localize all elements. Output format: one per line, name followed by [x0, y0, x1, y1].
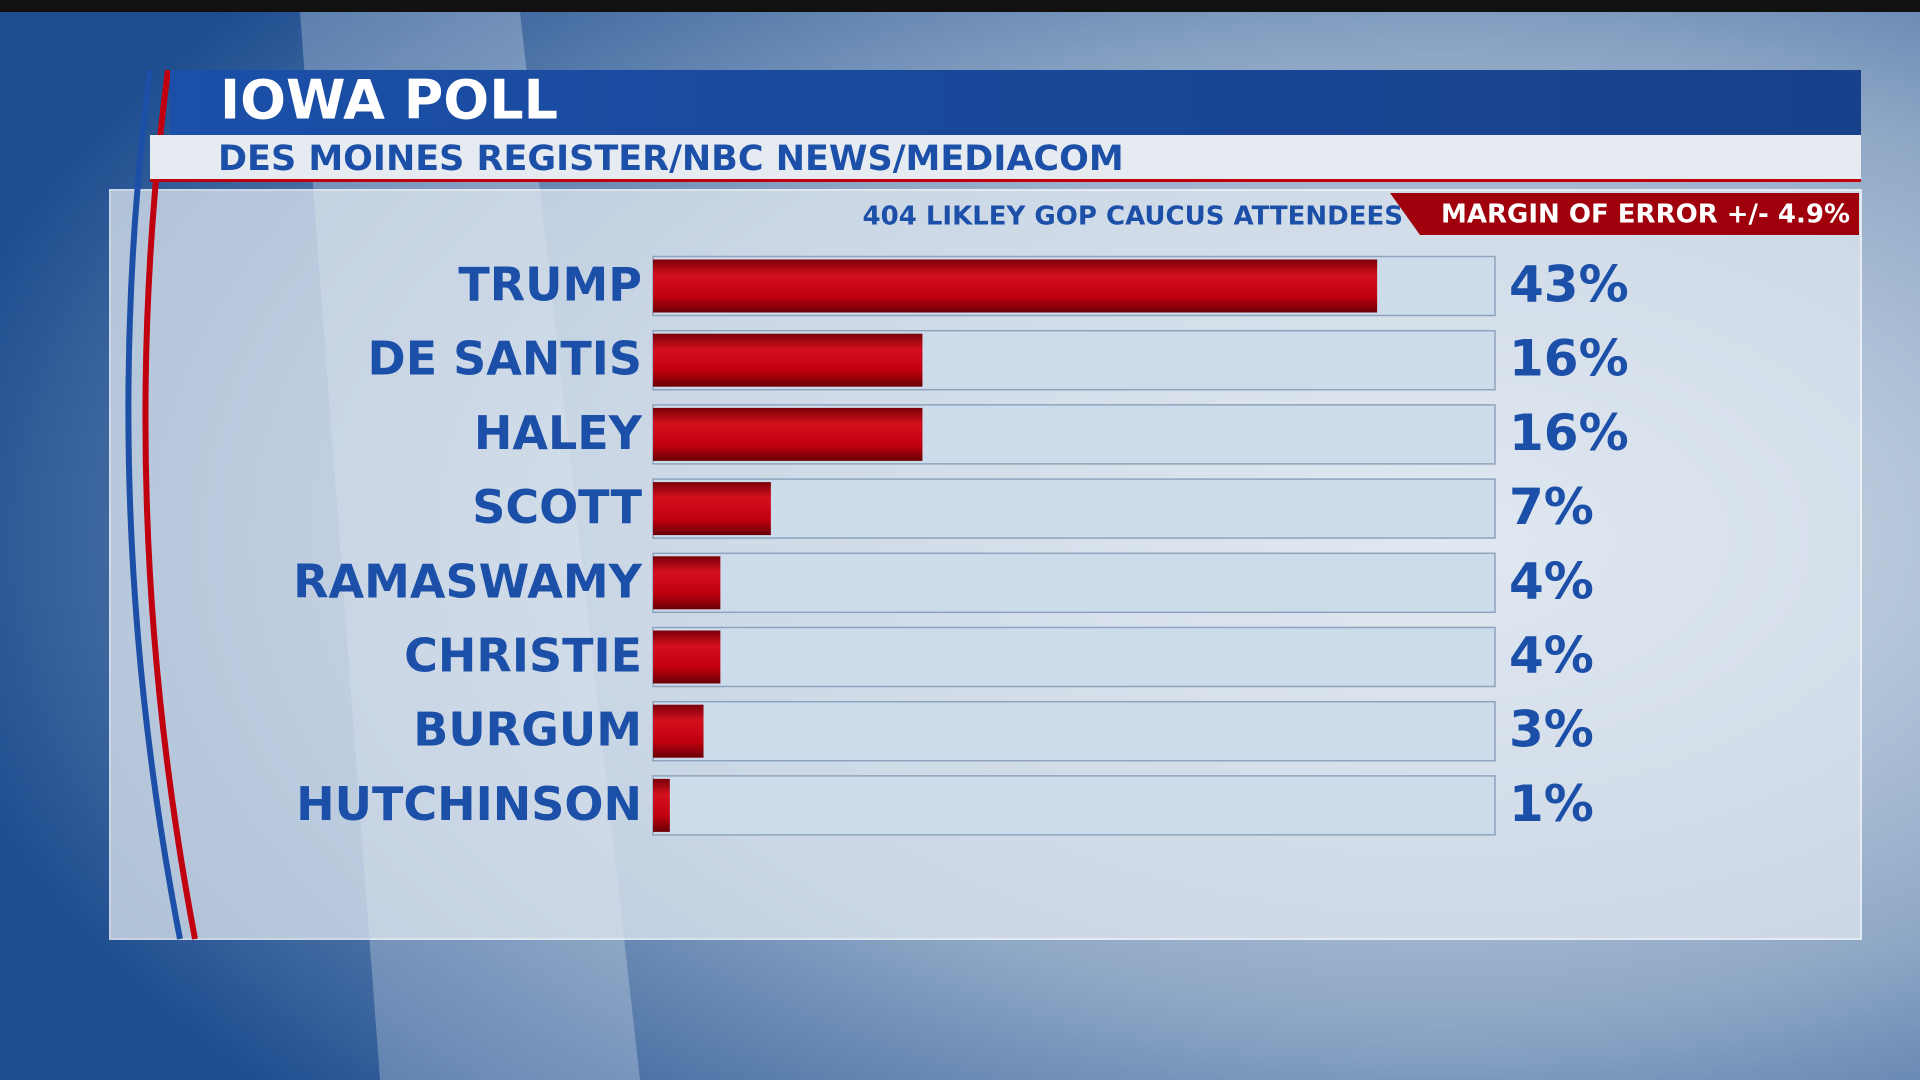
value-label: 16%	[1509, 330, 1629, 388]
bar	[653, 778, 670, 832]
category-label: RAMASWAMY	[293, 554, 643, 608]
bar-track	[652, 775, 1496, 836]
subtitle-rule	[150, 179, 1861, 182]
category-label: HUTCHINSON	[296, 777, 642, 831]
bar	[653, 630, 721, 684]
bar	[653, 407, 923, 461]
category-label: HALEY	[474, 406, 643, 460]
value-label: 4%	[1509, 552, 1594, 610]
chart-subtitle: DES MOINES REGISTER/NBC NEWS/MEDIACOM	[218, 139, 1124, 179]
category-label: DE SANTIS	[368, 332, 642, 386]
bar	[653, 259, 1378, 313]
header-band	[170, 70, 1861, 135]
value-label: 3%	[1509, 701, 1594, 759]
stripe	[125, 69, 183, 940]
sample-note: 404 LIKLEY GOP CAUCUS ATTENDEES	[863, 202, 1403, 232]
bar	[653, 704, 704, 758]
bar-track	[652, 478, 1496, 539]
bar	[653, 482, 771, 536]
margin-of-error: MARGIN OF ERROR +/- 4.9%	[1441, 200, 1850, 230]
value-label: 1%	[1509, 775, 1594, 833]
value-label: 43%	[1509, 256, 1629, 314]
chart-title: IOWA POLL	[220, 69, 558, 132]
subtitle-band	[150, 135, 1861, 181]
bar-track	[652, 700, 1496, 762]
bar-track	[652, 552, 1496, 614]
category-label: TRUMP	[458, 258, 642, 312]
top-bar	[0, 0, 1920, 12]
margin-box	[1390, 193, 1859, 235]
value-label: 4%	[1509, 627, 1594, 685]
stripe	[142, 69, 198, 940]
bar	[653, 333, 923, 387]
category-label: CHRISTIE	[404, 629, 642, 683]
bar	[653, 556, 721, 610]
value-label: 7%	[1509, 478, 1594, 536]
bar-track	[652, 626, 1496, 688]
category-label: BURGUM	[413, 703, 642, 757]
value-label: 16%	[1509, 404, 1629, 462]
category-label: SCOTT	[472, 480, 642, 534]
